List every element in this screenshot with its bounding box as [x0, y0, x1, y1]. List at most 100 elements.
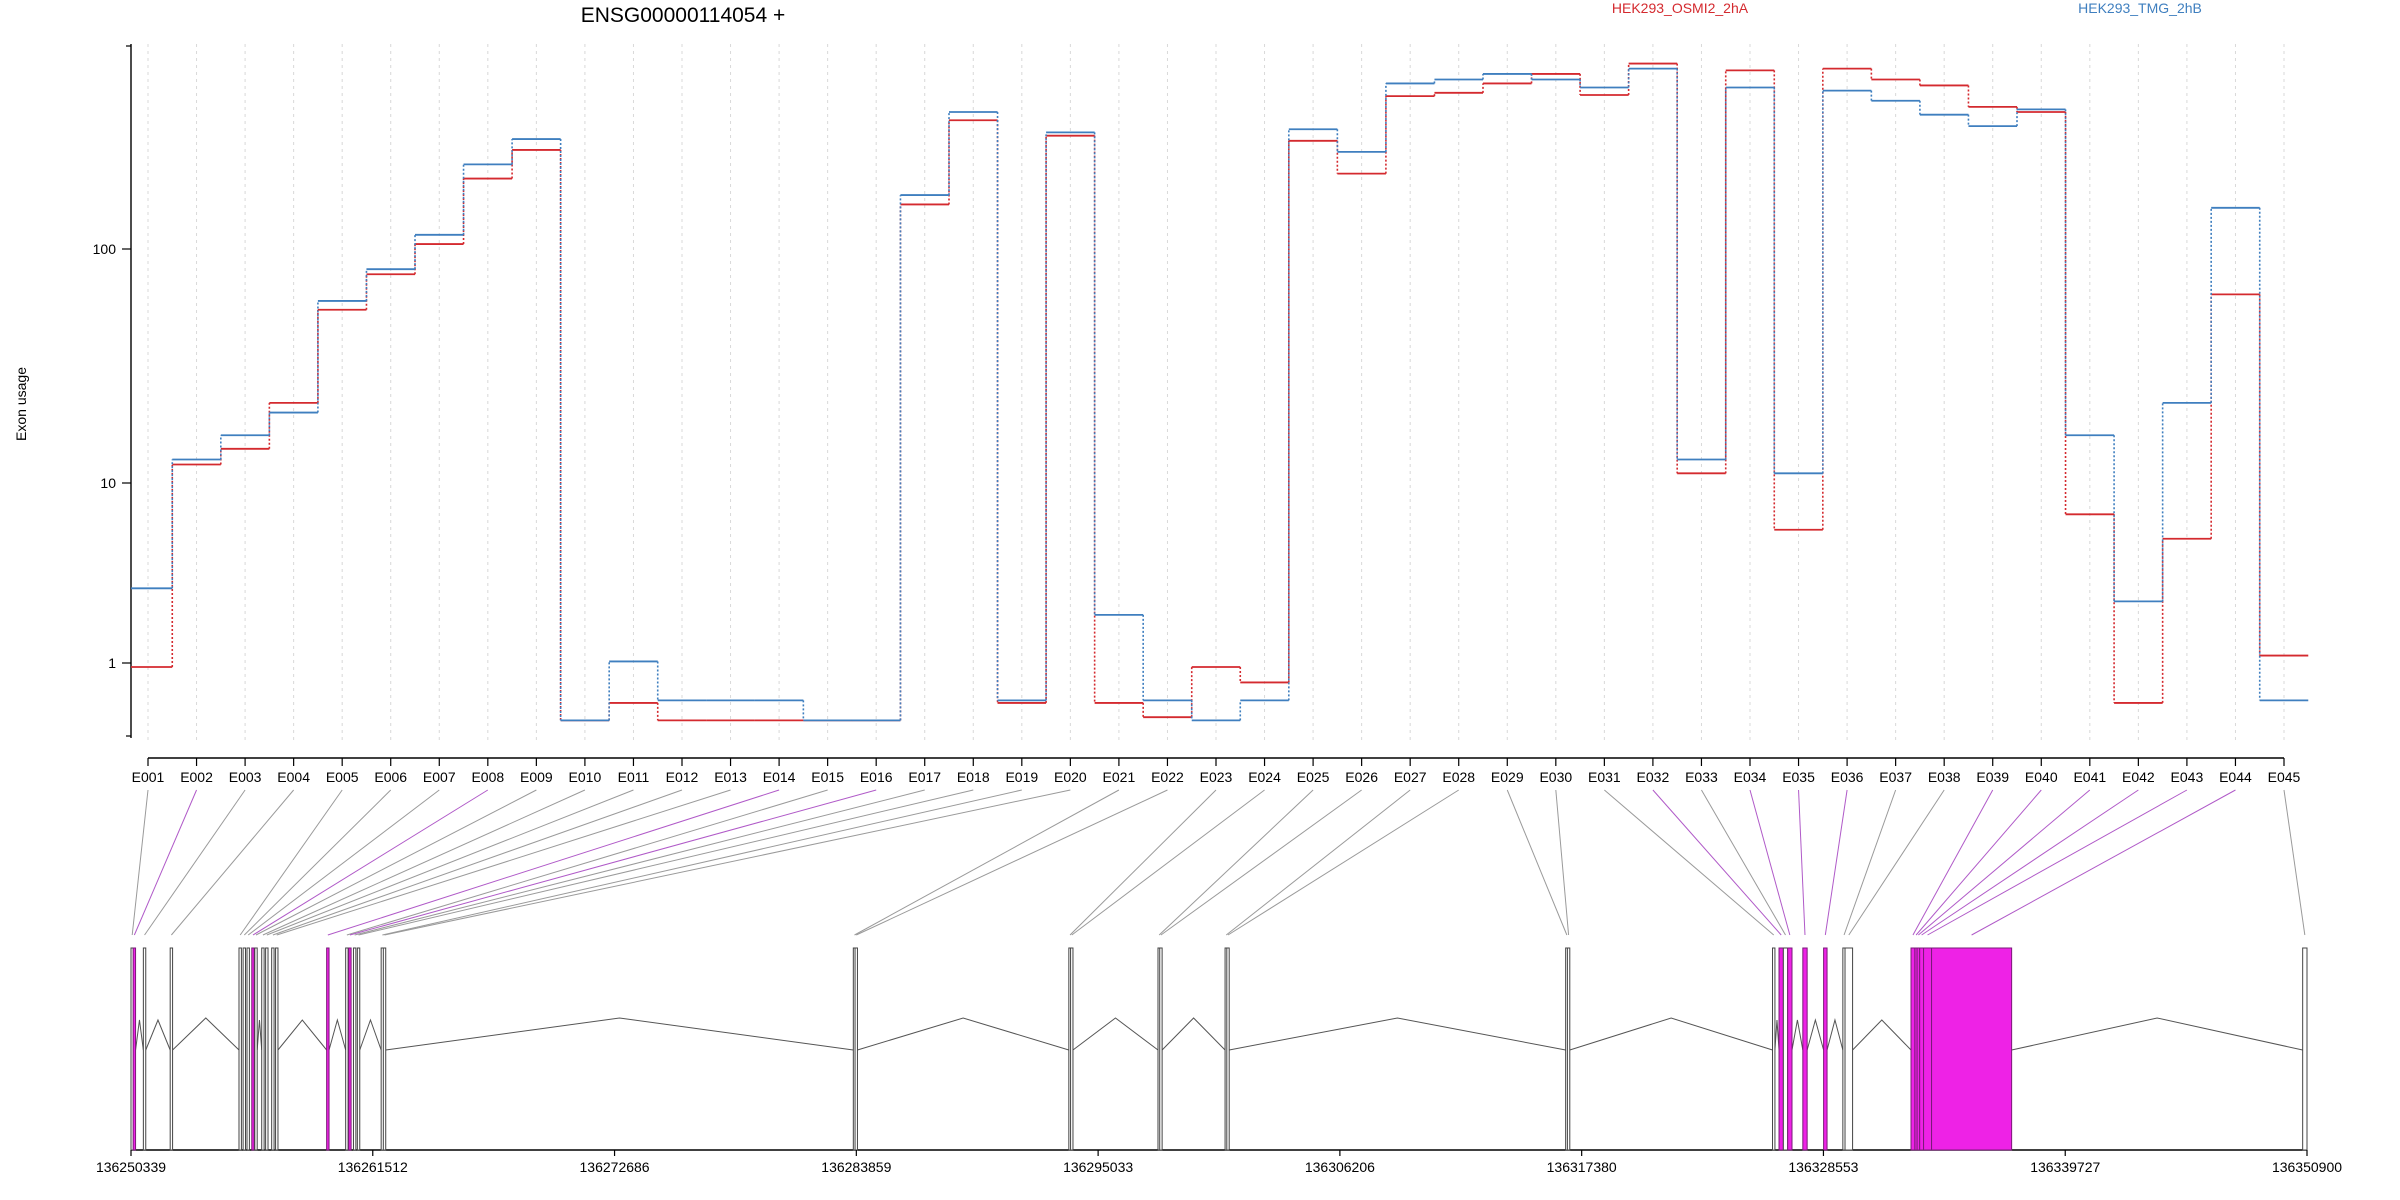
exon-connector-E001 — [131, 789, 149, 936]
exon-connector-E002 — [133, 789, 198, 936]
exon-box-E030 — [1566, 947, 1571, 1151]
exon-box-E022 — [854, 947, 858, 1151]
exon-connector-E010 — [262, 789, 586, 936]
exon-connector-E008 — [252, 789, 489, 936]
exon-connector-E018 — [358, 789, 974, 936]
legend-label-series-a: HEK293_OSMI2_2hA — [1612, 0, 1749, 16]
x-tick-label: E040 — [2025, 769, 2058, 785]
x-tick-label: E022 — [1151, 769, 1184, 785]
exon-box-E010 — [261, 947, 265, 1151]
exon-connector-E024 — [1071, 789, 1265, 936]
exon-connector-lines — [131, 789, 2306, 936]
coordinate-tick-label: 136306206 — [1305, 1159, 1375, 1175]
exon-connector-E043 — [1927, 789, 2188, 936]
exon-connector-E017 — [354, 789, 925, 936]
intron-line — [1826, 1018, 1844, 1051]
exon-connector-E030 — [1555, 789, 1570, 936]
y-axis: 1 10 100 — [93, 44, 132, 738]
exon-connector-E044 — [1971, 789, 2236, 936]
x-tick-label: E032 — [1637, 769, 1670, 785]
exon-connector-E004 — [171, 789, 295, 936]
exon-box-E033 — [1782, 947, 1789, 1151]
intron-line — [256, 1019, 263, 1051]
exon-box-E044 — [1931, 947, 2013, 1151]
exon-connector-E022 — [856, 789, 1168, 936]
exon-connector-E029 — [1506, 789, 1568, 936]
intron-line — [1806, 1018, 1825, 1051]
exon-connector-E033 — [1701, 789, 1786, 936]
exon-connector-E006 — [243, 789, 392, 936]
x-tick-label: E016 — [860, 769, 893, 785]
exon-box-E032 — [1778, 947, 1784, 1151]
x-tick-label: E043 — [2171, 769, 2204, 785]
x-tick-label: E024 — [1248, 769, 1281, 785]
x-tick-label: E019 — [1005, 769, 1038, 785]
x-tick-label: E014 — [763, 769, 796, 785]
x-tick-label: E026 — [1345, 769, 1378, 785]
exon-box-E026 — [1159, 947, 1163, 1151]
x-tick-label: E010 — [569, 769, 602, 785]
x-tick-label: E017 — [908, 769, 941, 785]
exon-box-E006 — [242, 947, 247, 1151]
x-tick-label: E039 — [1976, 769, 2009, 785]
intron-line — [1569, 1017, 1773, 1051]
x-tick-label: E011 — [618, 769, 650, 785]
exon-connector-E035 — [1798, 789, 1806, 936]
exon-connector-E023 — [1069, 789, 1217, 936]
x-tick-label: E005 — [326, 769, 359, 785]
gene-model-track: 136250339 136261512 136272686 136283859 1362… — [96, 947, 2342, 1175]
x-axis: E001 E002 E003 E004 E005 E006 E007 E008 E009 E010… — [132, 757, 2301, 785]
exon-connector-E041 — [1918, 789, 2091, 936]
exon-box-E016 — [348, 947, 352, 1151]
exon-connector-E014 — [327, 789, 780, 936]
exon-connector-E019 — [382, 789, 1022, 936]
x-tick-label: E015 — [811, 769, 844, 785]
chart-title: ENSG00000114054 + — [581, 4, 786, 27]
x-tick-label: E028 — [1442, 769, 1475, 785]
exon-connector-E036 — [1824, 789, 1848, 936]
y-tick-label: 1 — [108, 655, 116, 671]
x-tick-label: E045 — [2268, 769, 2301, 785]
exon-connector-E015 — [346, 789, 828, 936]
exon-connector-E020 — [384, 789, 1071, 936]
exon-box-E017 — [352, 947, 357, 1151]
coordinate-tick-label: 136295033 — [1063, 1159, 1133, 1175]
exon-connector-E032 — [1652, 789, 1782, 936]
x-tick-label: E038 — [1928, 769, 1961, 785]
exon-connector-E007 — [247, 789, 440, 936]
x-tick-label: E001 — [132, 769, 165, 785]
intron-line — [1852, 1019, 1912, 1051]
x-tick-label: E044 — [2219, 769, 2252, 785]
intron-line — [277, 1019, 328, 1051]
exon-box-E038 — [1844, 947, 1854, 1151]
x-tick-label: E008 — [471, 769, 504, 785]
intron-line — [385, 1017, 854, 1051]
x-tick-label: E020 — [1054, 769, 1087, 785]
coordinate-tick-label: 136250339 — [96, 1159, 166, 1175]
intron-line — [359, 1018, 382, 1051]
x-tick-label: E036 — [1831, 769, 1864, 785]
exon-connector-E005 — [239, 789, 343, 936]
exon-box-E012 — [271, 947, 275, 1151]
x-tick-label: E033 — [1685, 769, 1718, 785]
intron-line — [2011, 1017, 2303, 1051]
exon-connector-E034 — [1749, 789, 1791, 936]
exon-connector-E016 — [349, 789, 877, 936]
legend-label-series-b: HEK293_TMG_2hB — [2078, 0, 2202, 16]
x-tick-label: E029 — [1491, 769, 1524, 785]
intron-line — [1774, 1019, 1780, 1051]
exon-box-E007 — [246, 947, 250, 1151]
exon-box-E039 — [1910, 947, 1916, 1151]
intron-line — [328, 1018, 347, 1051]
coordinate-tick-label: 136272686 — [580, 1159, 650, 1175]
exon-box-E013 — [275, 947, 279, 1151]
exon-box-E011 — [265, 947, 269, 1151]
exon-connector-E038 — [1848, 789, 1945, 936]
exon-box-E004 — [169, 947, 174, 1151]
exon-box-E020 — [382, 947, 387, 1151]
exon-box-E031 — [1772, 947, 1776, 1151]
x-tick-label: E031 — [1588, 769, 1621, 785]
coordinate-tick-label: 136328553 — [1788, 1159, 1858, 1175]
x-tick-label: E004 — [277, 769, 310, 785]
